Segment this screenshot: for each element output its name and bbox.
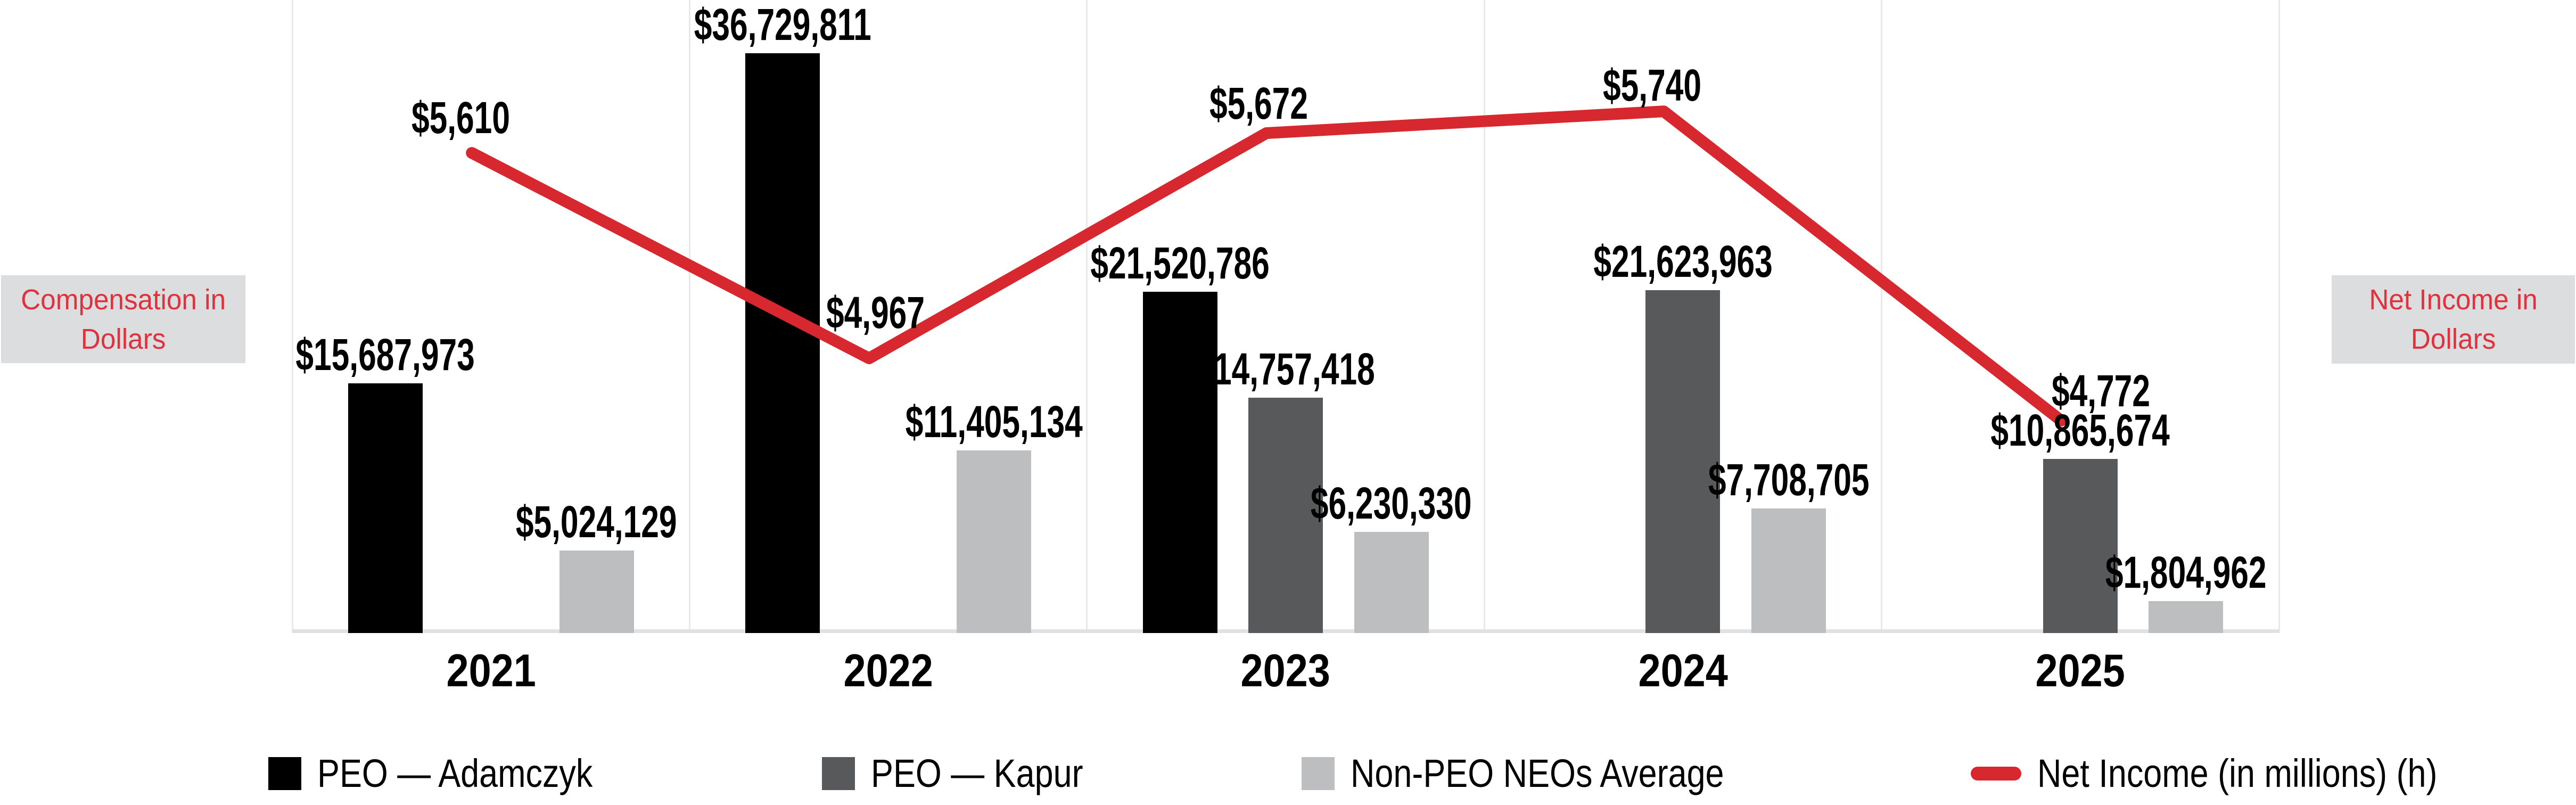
right-axis-label-box: Net Income in Dollars	[2332, 275, 2575, 364]
x-axis-year-text: 2025	[2035, 645, 2125, 696]
line-value-text: $4,967	[826, 288, 925, 338]
black-square-swatch-icon	[268, 757, 301, 790]
line-value-label: $5,672	[1088, 81, 1429, 126]
bar-value-text: $7,708,705	[1708, 454, 1870, 505]
legend-item-peo-adamczyk: PEO — Adamczyk	[268, 751, 641, 795]
bar-value-text: $1,804,962	[2105, 547, 2267, 597]
line-value-label: $4,772	[1931, 368, 2272, 413]
bar-value-label: $1,804,962	[2015, 550, 2356, 595]
bar-non-peo-neos-average-2022	[957, 450, 1032, 633]
bar-peo-kapur-2023	[1248, 398, 1323, 633]
x-axis-year-text: 2022	[843, 645, 933, 696]
x-axis-year-text: 2021	[446, 645, 536, 696]
legend-item-peo-kapur: PEO — Kapur	[822, 751, 1121, 795]
bar-value-text: $21,520,786	[1090, 238, 1270, 289]
bar-non-peo-neos-average-2024	[1751, 508, 1826, 633]
x-axis-year-label: 2024	[1576, 648, 1789, 694]
bar-value-text: $15,687,973	[295, 329, 475, 380]
panel-divider	[2278, 0, 2280, 633]
line-value-text: $4,772	[2052, 366, 2151, 416]
panel-divider	[291, 0, 293, 633]
bar-value-text: $11,405,134	[905, 397, 1083, 447]
line-value-text: $5,610	[411, 93, 510, 143]
legend-label-net-income: Net Income (in millions) (h)	[2037, 751, 2438, 795]
legend-item-non-peo-neos-average: Non-PEO NEOs Average	[1302, 751, 1790, 795]
x-axis-year-label: 2021	[384, 648, 597, 694]
x-axis-year-label: 2023	[1179, 648, 1392, 694]
x-axis-year-label: 2025	[1974, 648, 2187, 694]
bar-value-text: $6,230,330	[1311, 478, 1472, 528]
dark-gray-square-swatch-icon	[822, 757, 855, 790]
bar-value-text: $10,865,674	[1990, 405, 2170, 455]
legend-label-peo-adamczyk: PEO — Adamczyk	[317, 751, 592, 795]
light-gray-square-swatch-icon	[1302, 757, 1335, 790]
legend-label-non-peo-neos-average: Non-PEO NEOs Average	[1351, 751, 1724, 795]
bar-peo-adamczyk-2021	[348, 383, 423, 633]
legend-item-net-income: Net Income (in millions) (h)	[1971, 751, 2508, 795]
bar-value-text: $14,757,418	[1196, 344, 1376, 395]
bar-value-label: $7,708,705	[1618, 457, 1959, 502]
bar-non-peo-neos-average-2021	[559, 551, 634, 633]
bar-value-label: $10,865,674	[1910, 408, 2251, 453]
left-axis-label-line2: Dollars	[80, 323, 166, 355]
line-value-text: $5,672	[1209, 78, 1308, 128]
legend: PEO — Adamczyk PEO — Kapur Non-PEO NEOs …	[100, 751, 2576, 795]
right-axis-label: Net Income in Dollars	[2369, 280, 2537, 359]
bar-value-label: $6,230,330	[1221, 481, 1562, 525]
bar-non-peo-neos-average-2023	[1354, 531, 1429, 633]
x-axis-year-text: 2024	[1638, 645, 1728, 696]
bar-peo-kapur-2025	[2043, 459, 2118, 633]
bar-value-text: $21,623,963	[1593, 236, 1773, 287]
bar-value-label: $36,729,811	[612, 2, 953, 47]
bar-value-label: $5,024,129	[426, 499, 767, 544]
left-axis-label: Compensation in Dollars	[21, 280, 226, 359]
bar-value-text: $5,024,129	[516, 497, 678, 547]
x-axis-year-label: 2022	[782, 648, 995, 694]
bar-value-label: $21,520,786	[1010, 241, 1351, 285]
x-axis-year-text: 2023	[1240, 645, 1331, 696]
bar-value-text: $36,729,811	[694, 0, 871, 50]
bar-value-label: $11,405,134	[824, 399, 1164, 444]
red-line-swatch-icon	[1971, 767, 2022, 781]
legend-label-peo-kapur: PEO — Kapur	[871, 751, 1083, 795]
bar-non-peo-neos-average-2025	[2149, 601, 2224, 633]
left-axis-label-box: Compensation in Dollars	[1, 275, 245, 363]
line-value-text: $5,740	[1602, 60, 1701, 111]
line-value-label: $5,740	[1482, 63, 1822, 108]
bar-value-label: $21,623,963	[1512, 239, 1853, 284]
line-value-label: $4,967	[705, 290, 1046, 335]
left-axis-label-line1: Compensation in	[21, 283, 226, 316]
right-axis-label-line1: Net Income in	[2369, 284, 2538, 316]
bar-value-label: $15,687,973	[215, 332, 556, 377]
line-value-label: $5,610	[290, 95, 631, 140]
right-axis-label-line2: Dollars	[2410, 323, 2496, 355]
bar-value-label: $14,757,418	[1115, 347, 1456, 391]
